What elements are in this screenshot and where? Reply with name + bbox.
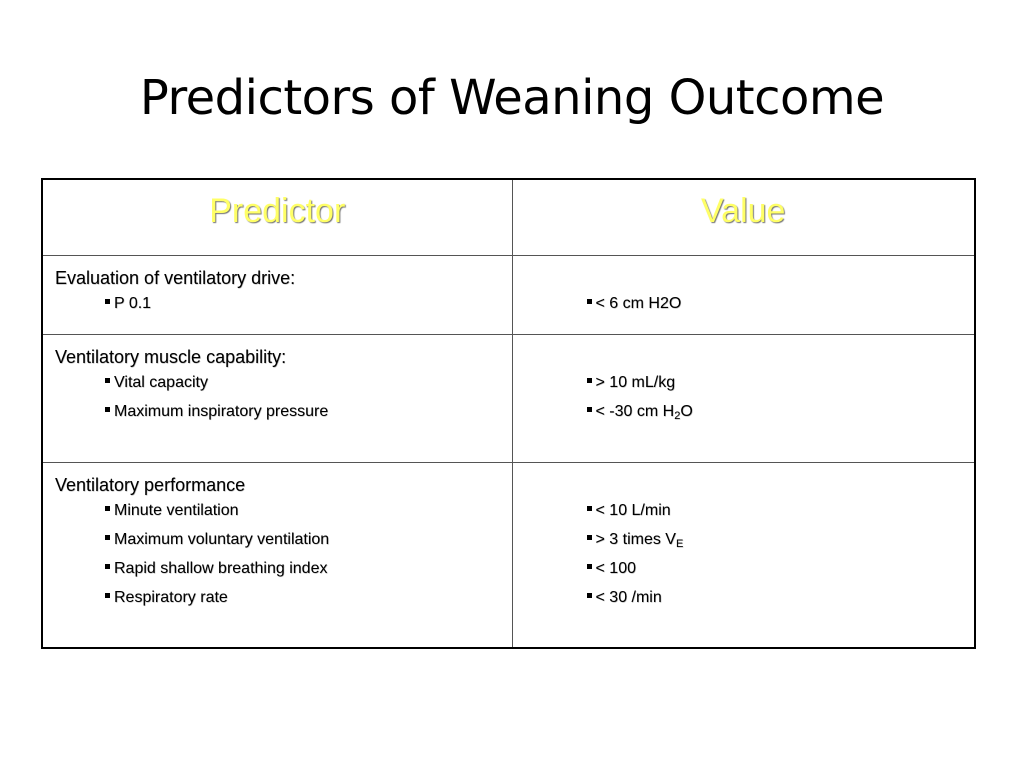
- list-item: < 30 /min: [586, 588, 975, 617]
- table-row: Ventilatory muscle capability: Vital cap…: [41, 333, 976, 463]
- bullet-icon: [105, 563, 110, 569]
- list-item: > 10 mL/kg: [586, 373, 975, 402]
- predictor-label: Minute ventilation: [114, 501, 239, 519]
- bullet-icon: [105, 377, 110, 383]
- bullet-icon: [105, 505, 110, 511]
- list-item: Rapid shallow breathing index: [105, 559, 512, 588]
- value-label: < 30 /min: [595, 588, 662, 606]
- value-cell: < 10 L/min > 3 times VE < 100 < 30 /min: [511, 461, 976, 648]
- bullet-icon: [105, 298, 110, 304]
- header-cell-value: Value: [511, 178, 976, 256]
- value-label: < 10 L/min: [595, 501, 671, 519]
- value-label-tail: O: [680, 402, 693, 420]
- predictor-cell: Evaluation of ventilatory drive: P 0.1: [41, 254, 513, 335]
- table-row: Evaluation of ventilatory drive: P 0.1 <…: [41, 254, 976, 335]
- group-title-ventilatory-performance: Ventilatory performance: [55, 474, 246, 495]
- list-item: P 0.1: [105, 294, 512, 323]
- bullet-icon: [586, 406, 592, 412]
- bullet-icon: [586, 298, 592, 304]
- predictor-cell: Ventilatory muscle capability: Vital cap…: [41, 333, 513, 463]
- predictor-label: Maximum inspiratory pressure: [114, 402, 329, 420]
- list-item: < 100: [586, 559, 975, 588]
- slide-title: Predictors of Weaning Outcome: [139, 70, 885, 126]
- list-item: < 10 L/min: [586, 501, 975, 530]
- list-item: < 6 cm H2O: [586, 294, 975, 323]
- value-label-main: > 3 times V: [595, 530, 676, 548]
- predictor-table: Predictor Value Evaluation of ventilator…: [41, 178, 976, 649]
- predictor-label: P 0.1: [114, 294, 152, 312]
- value-label: < 100: [595, 559, 636, 577]
- bullet-icon: [586, 377, 592, 383]
- predictor-label: Rapid shallow breathing index: [114, 559, 328, 577]
- value-subscript: E: [675, 537, 684, 550]
- bullet-icon: [586, 505, 592, 511]
- list-item: Respiratory rate: [105, 588, 512, 617]
- list-item: Maximum voluntary ventilation: [105, 530, 512, 559]
- list-item: Minute ventilation: [105, 501, 512, 530]
- list-item: Vital capacity: [105, 373, 512, 402]
- list-item: < -30 cm H2O: [586, 402, 975, 431]
- value-label: < 6 cm H2O: [595, 294, 682, 312]
- predictor-label: Vital capacity: [114, 373, 208, 391]
- value-subscript: 2: [674, 409, 681, 422]
- bullet-icon: [105, 406, 110, 412]
- header-cell-predictor: Predictor: [41, 178, 513, 256]
- table-row: Ventilatory performance Minute ventilati…: [41, 461, 976, 648]
- value-cell: < 6 cm H2O: [511, 254, 976, 335]
- value-cell: > 10 mL/kg < -30 cm H2O: [511, 333, 976, 463]
- bullet-icon: [105, 592, 110, 598]
- header-value-label: Value: [701, 192, 786, 230]
- bullet-icon: [586, 563, 592, 569]
- value-label: > 10 mL/kg: [595, 373, 676, 391]
- header-predictor-label: Predictor: [209, 192, 346, 230]
- predictor-label: Respiratory rate: [114, 588, 228, 606]
- predictor-cell: Ventilatory performance Minute ventilati…: [41, 461, 513, 648]
- group-title-ventilatory-drive: Evaluation of ventilatory drive:: [55, 267, 296, 288]
- list-item: > 3 times VE: [586, 530, 975, 559]
- group-title-muscle-capability: Ventilatory muscle capability:: [55, 346, 287, 367]
- predictor-label: Maximum voluntary ventilation: [114, 530, 330, 548]
- list-item: Maximum inspiratory pressure: [105, 402, 512, 431]
- bullet-icon: [586, 592, 592, 598]
- bullet-icon: [586, 534, 592, 540]
- bullet-icon: [105, 534, 110, 540]
- table-header-row: Predictor Value: [41, 178, 976, 256]
- value-label-main: < -30 cm H: [595, 402, 675, 420]
